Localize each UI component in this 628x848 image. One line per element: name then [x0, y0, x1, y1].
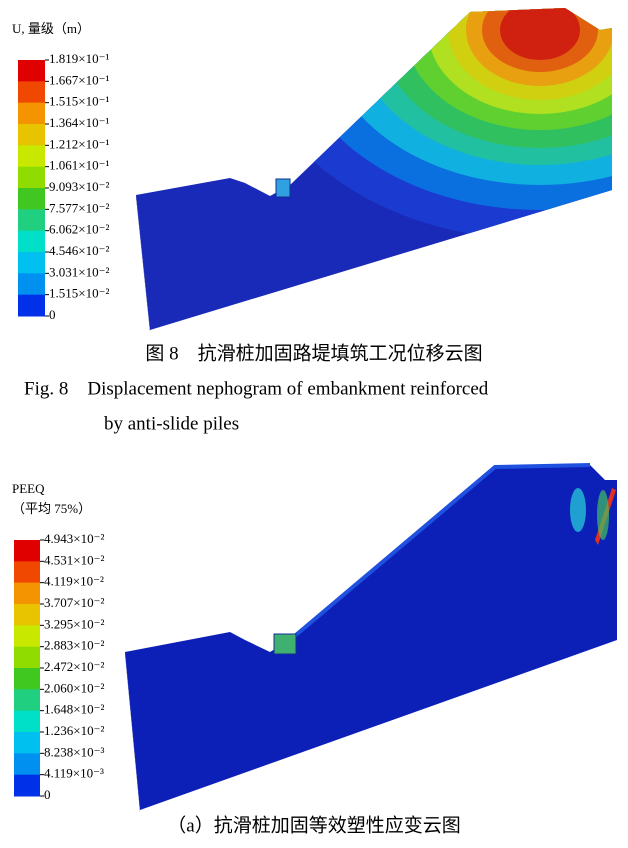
- legend-band: [14, 604, 40, 626]
- caption-en: by anti-slide piles: [104, 413, 239, 434]
- legend-band: [14, 710, 40, 733]
- legend-label: 1.236×10⁻²: [44, 723, 104, 738]
- legend-band: [18, 273, 45, 296]
- legend-band: [14, 732, 40, 754]
- legend-label: 4.546×10⁻²: [49, 243, 109, 258]
- legend-band: [18, 294, 45, 317]
- legend-band: [18, 60, 45, 82]
- caption-cn: 图 8 抗滑桩加固路堤填筑工况位移云图: [145, 342, 482, 364]
- legend-label: 9.093×10⁻²: [49, 179, 109, 194]
- legend-label: 1.667×10⁻¹: [49, 72, 109, 87]
- legend-label: 4.119×10⁻³: [44, 766, 104, 781]
- legend-label: 2.883×10⁻²: [44, 638, 104, 653]
- legend-label: 2.472×10⁻²: [44, 659, 104, 674]
- legend-band: [14, 561, 40, 584]
- legend-band: [18, 188, 45, 210]
- legend-label: 1.515×10⁻¹: [49, 94, 109, 109]
- legend-label: 3.031×10⁻²: [49, 264, 109, 279]
- legend-band: [14, 540, 40, 562]
- legend-band: [14, 753, 40, 776]
- legend-label: 7.577×10⁻²: [49, 200, 109, 215]
- legend-label: 2.060×10⁻²: [44, 680, 104, 695]
- legend-band: [14, 689, 40, 712]
- legend-band: [18, 166, 45, 189]
- legend-band: [18, 230, 45, 253]
- legend-band: [14, 774, 40, 797]
- legend-band: [14, 668, 40, 690]
- legend-band: [18, 252, 45, 274]
- legend-label: 4.119×10⁻²: [44, 574, 104, 589]
- legend-title: PEEQ: [12, 481, 45, 496]
- legend-label: 4.531×10⁻²: [44, 552, 104, 567]
- legend-label: 6.062×10⁻²: [49, 222, 109, 237]
- caption: （a）抗滑桩加固等效塑性应变云图: [167, 814, 460, 836]
- legend-band: [18, 81, 45, 104]
- legend-title: （平均 75%）: [12, 501, 91, 516]
- legend-label: 3.295×10⁻²: [44, 616, 104, 631]
- legend-band: [14, 625, 40, 648]
- legend-label: 1.364×10⁻¹: [49, 115, 109, 130]
- legend-band: [18, 145, 45, 168]
- peeq-model: [125, 463, 617, 812]
- legend-label: 1.061×10⁻¹: [49, 158, 109, 173]
- caption-en: Fig. 8 Displacement nephogram of embankm…: [24, 378, 489, 399]
- legend-title: U, 量级（m）: [12, 21, 90, 36]
- legend-band: [18, 124, 45, 146]
- legend-label: 0: [49, 307, 56, 322]
- legend-label: 1.515×10⁻²: [49, 286, 109, 301]
- legend-label: 1.648×10⁻²: [44, 702, 104, 717]
- legend-band: [14, 646, 40, 669]
- legend-label: 1.819×10⁻¹: [49, 51, 109, 66]
- legend-band: [18, 102, 45, 125]
- legend-label: 1.212×10⁻¹: [49, 136, 109, 151]
- legend-label: 3.707×10⁻²: [44, 595, 104, 610]
- legend-label: 8.238×10⁻³: [44, 744, 104, 759]
- legend-label: 4.943×10⁻²: [44, 531, 104, 546]
- legend-label: 0: [44, 787, 51, 802]
- displacement-model: [136, 8, 612, 332]
- legend-band: [18, 209, 45, 232]
- legend-band: [14, 582, 40, 605]
